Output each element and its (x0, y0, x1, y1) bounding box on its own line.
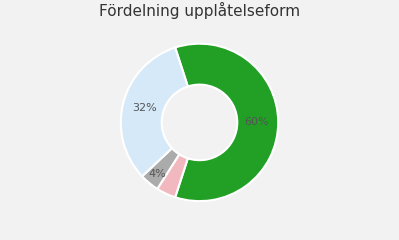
Wedge shape (157, 154, 188, 197)
Title: Fördelning upplåtelseform: Fördelning upplåtelseform (99, 2, 300, 19)
Text: 60%: 60% (244, 117, 269, 127)
Wedge shape (121, 48, 188, 176)
Wedge shape (175, 44, 278, 201)
Wedge shape (142, 148, 179, 189)
Text: 4%: 4% (148, 169, 166, 179)
Text: 32%: 32% (132, 103, 157, 113)
